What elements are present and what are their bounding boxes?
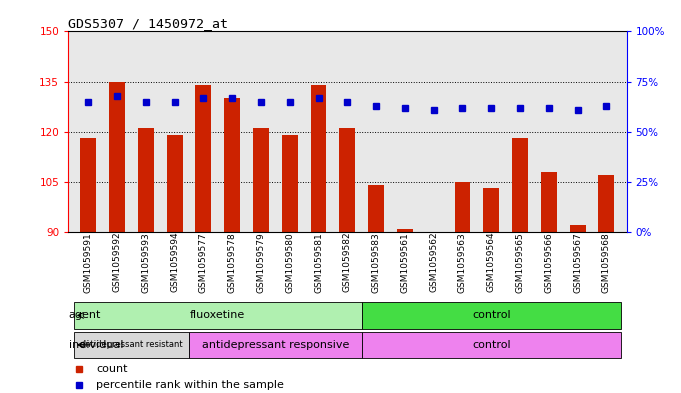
Bar xyxy=(339,128,355,232)
Text: GSM1059582: GSM1059582 xyxy=(343,232,352,292)
Text: count: count xyxy=(96,364,127,374)
Text: GSM1059568: GSM1059568 xyxy=(602,232,611,293)
Text: GSM1059592: GSM1059592 xyxy=(112,232,121,292)
Bar xyxy=(282,135,298,232)
Text: GSM1059564: GSM1059564 xyxy=(487,232,496,292)
Text: GSM1059563: GSM1059563 xyxy=(458,232,467,293)
Bar xyxy=(599,175,614,232)
Text: percentile rank within the sample: percentile rank within the sample xyxy=(96,380,284,389)
Bar xyxy=(311,85,326,232)
Text: GSM1059567: GSM1059567 xyxy=(573,232,582,293)
Text: GSM1059566: GSM1059566 xyxy=(544,232,553,293)
Bar xyxy=(74,302,362,329)
Bar xyxy=(484,188,499,232)
Text: antidepressant resistant: antidepressant resistant xyxy=(80,340,183,349)
Text: GSM1059578: GSM1059578 xyxy=(227,232,237,293)
Text: control: control xyxy=(472,340,511,350)
Bar xyxy=(167,135,183,232)
Text: GSM1059577: GSM1059577 xyxy=(199,232,208,293)
Text: individual: individual xyxy=(69,340,123,350)
Text: GSM1059565: GSM1059565 xyxy=(516,232,524,293)
Bar xyxy=(512,138,528,232)
Text: GSM1059591: GSM1059591 xyxy=(84,232,93,293)
Text: GSM1059581: GSM1059581 xyxy=(314,232,323,293)
Bar xyxy=(109,82,125,232)
Bar xyxy=(189,332,362,358)
Bar xyxy=(80,138,96,232)
Text: GDS5307 / 1450972_at: GDS5307 / 1450972_at xyxy=(68,17,228,30)
Bar xyxy=(138,128,154,232)
Text: agent: agent xyxy=(69,310,101,320)
Text: GSM1059561: GSM1059561 xyxy=(400,232,409,293)
Bar xyxy=(541,172,556,232)
Bar xyxy=(570,225,586,232)
Text: GSM1059594: GSM1059594 xyxy=(170,232,179,292)
Text: fluoxetine: fluoxetine xyxy=(190,310,245,320)
Text: GSM1059579: GSM1059579 xyxy=(257,232,266,293)
Bar xyxy=(362,302,621,329)
Text: antidepressant responsive: antidepressant responsive xyxy=(202,340,349,350)
Bar xyxy=(397,228,413,232)
Bar xyxy=(454,182,471,232)
Text: GSM1059583: GSM1059583 xyxy=(372,232,381,293)
Text: GSM1059562: GSM1059562 xyxy=(429,232,438,292)
Text: control: control xyxy=(472,310,511,320)
Bar xyxy=(224,98,240,232)
Bar xyxy=(362,332,621,358)
Bar xyxy=(74,332,189,358)
Bar xyxy=(253,128,269,232)
Bar xyxy=(368,185,384,232)
Bar xyxy=(195,85,211,232)
Text: GSM1059593: GSM1059593 xyxy=(142,232,151,293)
Text: GSM1059580: GSM1059580 xyxy=(285,232,294,293)
